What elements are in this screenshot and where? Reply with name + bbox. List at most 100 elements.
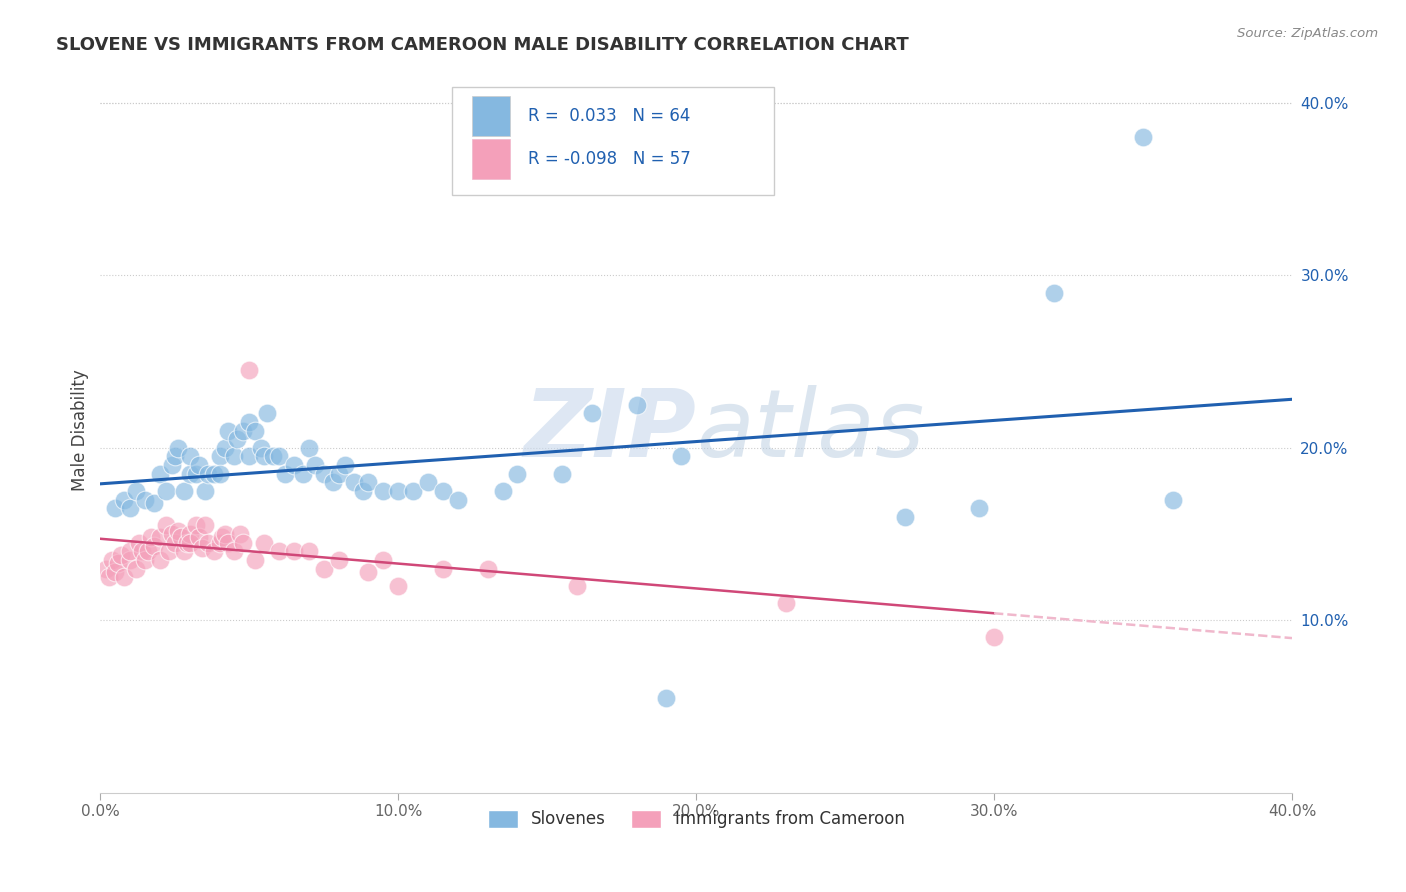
Point	[187, 458, 209, 472]
Point	[120, 553, 142, 567]
Point	[373, 553, 395, 567]
Point	[432, 561, 454, 575]
Point	[322, 475, 344, 490]
Text: Source: ZipAtlas.com: Source: ZipAtlas.com	[1237, 27, 1378, 40]
Point	[128, 535, 150, 549]
FancyBboxPatch shape	[472, 139, 510, 179]
Legend: Slovenes, Immigrants from Cameroon: Slovenes, Immigrants from Cameroon	[481, 803, 911, 835]
Point	[238, 450, 260, 464]
Point	[402, 483, 425, 498]
Point	[194, 483, 217, 498]
Point	[245, 553, 267, 567]
Point	[98, 570, 121, 584]
Point	[671, 450, 693, 464]
Point	[217, 535, 239, 549]
Point	[333, 458, 356, 472]
Point	[197, 467, 219, 481]
Point	[506, 467, 529, 481]
Point	[893, 509, 915, 524]
Point	[120, 544, 142, 558]
Point	[143, 496, 166, 510]
Point	[1042, 285, 1064, 300]
Point	[149, 531, 172, 545]
Point	[312, 561, 335, 575]
Point	[432, 483, 454, 498]
Point	[298, 441, 321, 455]
Point	[253, 450, 276, 464]
Point	[184, 467, 207, 481]
Point	[173, 483, 195, 498]
Point	[447, 492, 470, 507]
Point	[626, 398, 648, 412]
Point	[328, 467, 350, 481]
Point	[187, 531, 209, 545]
Point	[342, 475, 364, 490]
Point	[224, 544, 246, 558]
Point	[194, 518, 217, 533]
Point	[143, 539, 166, 553]
Point	[96, 561, 118, 575]
Point	[416, 475, 439, 490]
Point	[581, 406, 603, 420]
Point	[190, 541, 212, 555]
Text: R =  0.033   N = 64: R = 0.033 N = 64	[529, 106, 690, 125]
Point	[179, 535, 201, 549]
Text: R = -0.098   N = 57: R = -0.098 N = 57	[529, 150, 690, 168]
Point	[283, 544, 305, 558]
Point	[238, 415, 260, 429]
Point	[352, 483, 374, 498]
Point	[274, 467, 297, 481]
Point	[202, 544, 225, 558]
Point	[166, 441, 188, 455]
Point	[112, 492, 135, 507]
Point	[565, 579, 588, 593]
Point	[224, 450, 246, 464]
Point	[107, 557, 129, 571]
Point	[357, 565, 380, 579]
Point	[157, 544, 180, 558]
Point	[655, 690, 678, 705]
Point	[387, 579, 409, 593]
Point	[155, 518, 177, 533]
Point	[170, 531, 193, 545]
FancyBboxPatch shape	[451, 87, 773, 195]
Point	[238, 363, 260, 377]
Text: SLOVENE VS IMMIGRANTS FROM CAMEROON MALE DISABILITY CORRELATION CHART: SLOVENE VS IMMIGRANTS FROM CAMEROON MALE…	[56, 36, 910, 54]
Point	[967, 501, 990, 516]
Y-axis label: Male Disability: Male Disability	[72, 369, 89, 491]
Point	[211, 531, 233, 545]
Point	[1161, 492, 1184, 507]
Point	[775, 596, 797, 610]
Text: ZIP: ZIP	[523, 384, 696, 476]
Point	[269, 450, 291, 464]
Point	[256, 406, 278, 420]
Point	[328, 553, 350, 567]
Point	[112, 570, 135, 584]
Point	[291, 467, 314, 481]
Point	[253, 535, 276, 549]
Point	[1132, 130, 1154, 145]
Point	[232, 424, 254, 438]
Point	[357, 475, 380, 490]
Point	[214, 441, 236, 455]
Point	[373, 483, 395, 498]
Point	[176, 535, 198, 549]
Point	[208, 450, 231, 464]
Point	[491, 483, 513, 498]
Point	[269, 544, 291, 558]
Point	[250, 441, 273, 455]
Point	[104, 565, 127, 579]
Point	[149, 467, 172, 481]
Point	[208, 467, 231, 481]
Point	[197, 535, 219, 549]
Point	[163, 450, 186, 464]
Point	[166, 524, 188, 538]
Point	[110, 548, 132, 562]
Point	[179, 450, 201, 464]
Point	[120, 501, 142, 516]
Text: atlas: atlas	[696, 385, 924, 476]
FancyBboxPatch shape	[472, 95, 510, 136]
Point	[163, 535, 186, 549]
Point	[312, 467, 335, 481]
Point	[217, 424, 239, 438]
